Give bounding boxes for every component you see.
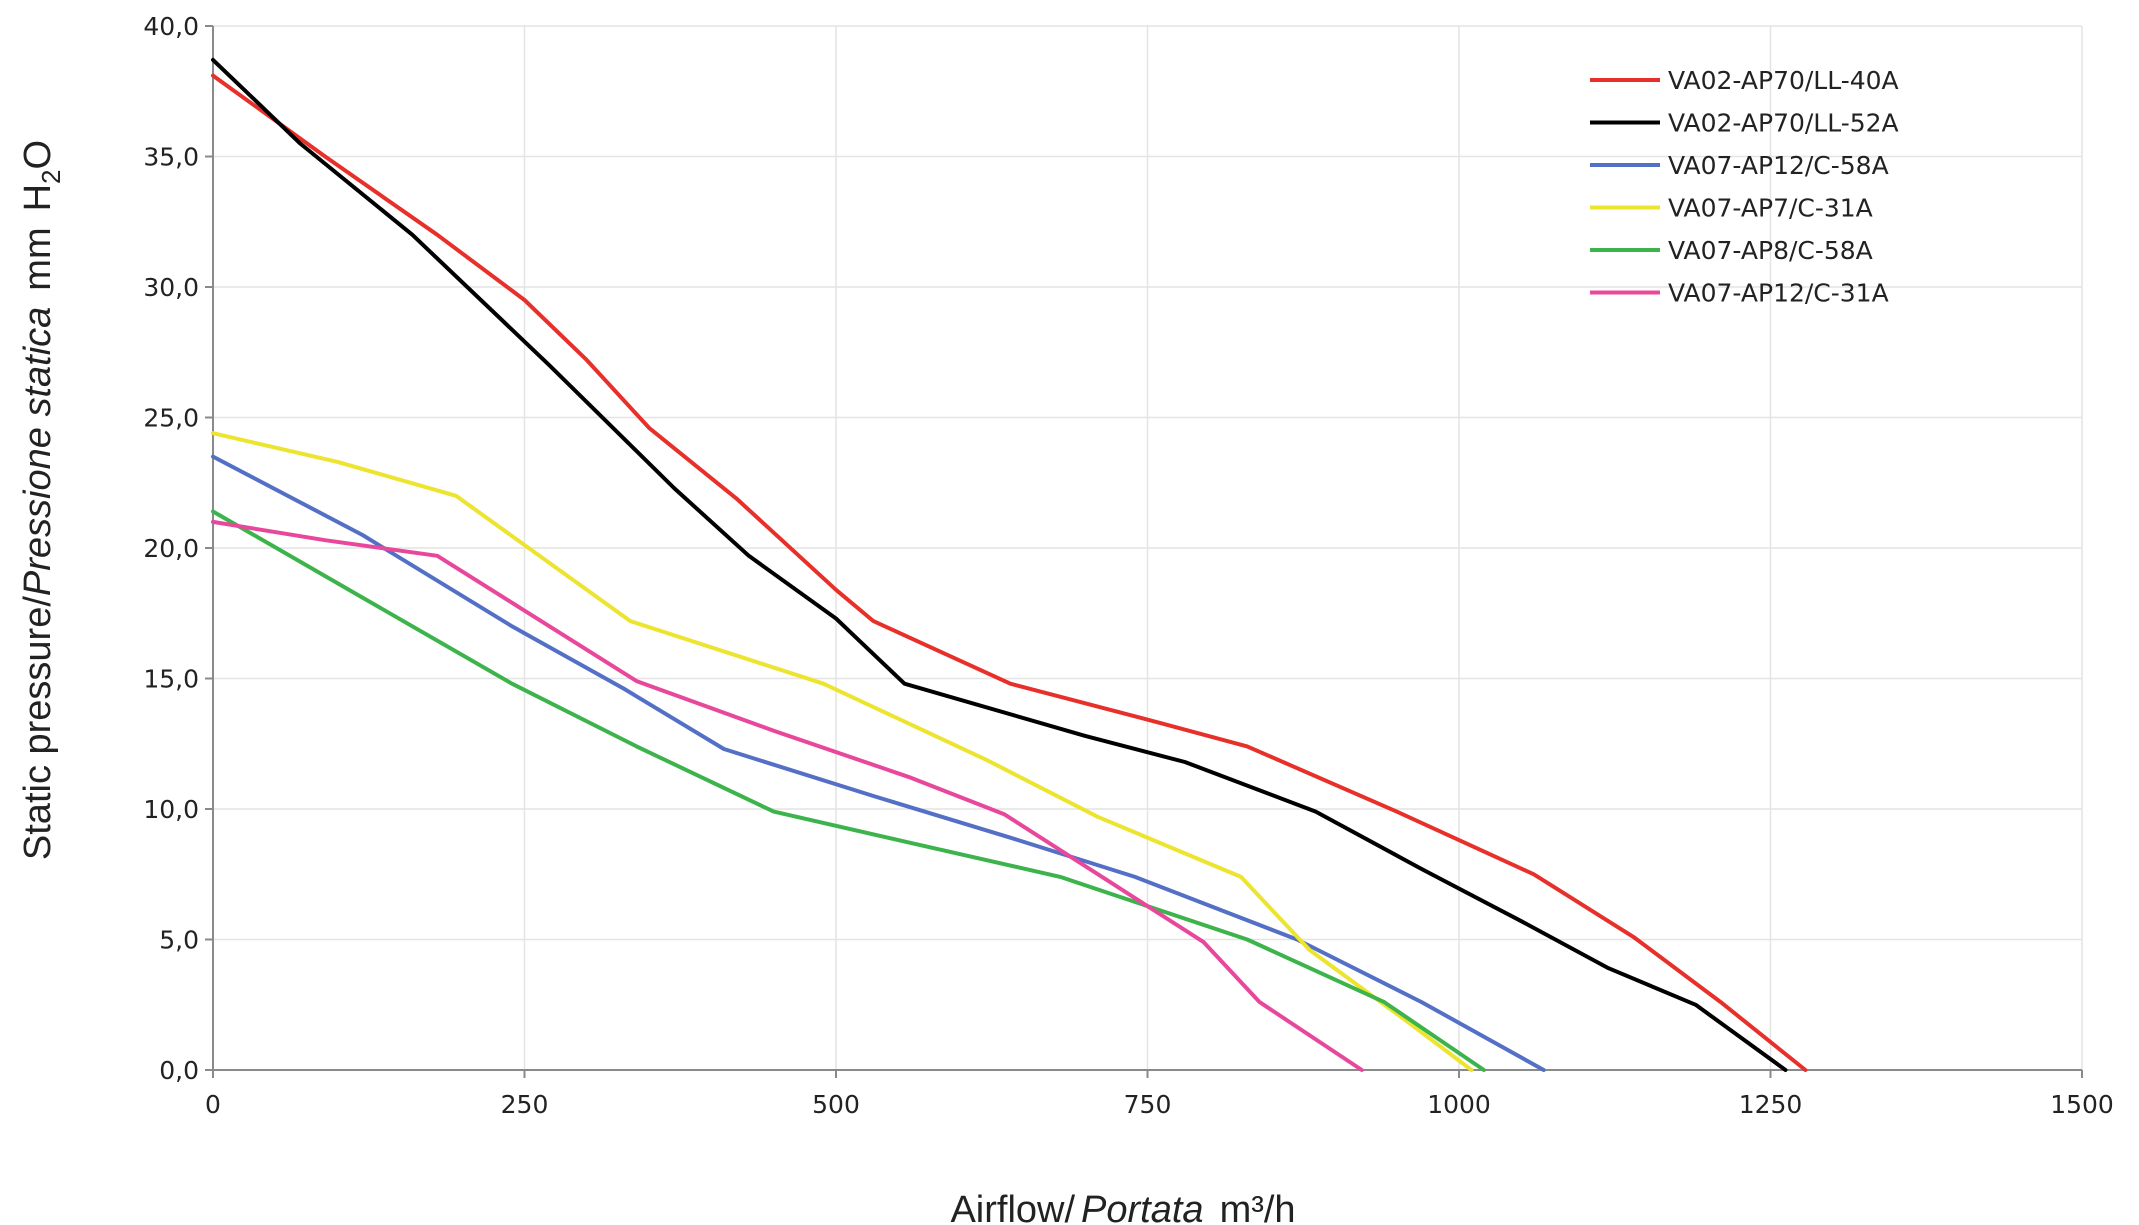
series-line-va07-ap7-c-31a: [211, 431, 1474, 1072]
series-line-va02-ap70-ll-52a: [211, 57, 1788, 1072]
x-tick-labels: 0 250 500 750 1000 1250 1500: [205, 1090, 2114, 1119]
legend: VA02-AP70/LL-40A VA02-AP70/LL-52A VA07-AP1…: [1590, 66, 1899, 308]
y-tick-label: 40,0: [143, 12, 199, 41]
series-line-va07-ap8-c-58a: [211, 509, 1486, 1072]
legend-label: VA02-AP70/LL-40A: [1668, 66, 1899, 95]
x-tick-label: 250: [501, 1090, 549, 1119]
y-tick-label: 5,0: [159, 926, 199, 955]
legend-label: VA07-AP12/C-58A: [1668, 151, 1889, 180]
x-tick-label: 1000: [1427, 1090, 1491, 1119]
series-lines: [211, 57, 1808, 1072]
y-tick-labels: 0,0 5,0 10,0 15,0 20,0 25,0 30,0 35,0 40,0: [143, 12, 199, 1085]
y-axis-title: Static pressure/Pressione staticammH2O: [17, 140, 66, 860]
x-tick-label: 750: [1124, 1090, 1172, 1119]
series-line-va07-ap12-c-31a: [211, 519, 1364, 1072]
legend-label: VA07-AP12/C-31A: [1668, 279, 1889, 308]
legend-label: VA07-AP8/C-58A: [1668, 236, 1873, 265]
y-tick-label: 20,0: [143, 534, 199, 563]
y-tick-label: 10,0: [143, 795, 199, 824]
axes: [205, 25, 2083, 1078]
y-tick-label: 30,0: [143, 273, 199, 302]
x-tick-label: 0: [205, 1090, 221, 1119]
x-tick-label: 1500: [2050, 1090, 2114, 1119]
series-line-va02-ap70-ll-40a: [211, 73, 1808, 1072]
y-tick-label: 25,0: [143, 404, 199, 433]
gridlines: [213, 25, 2083, 1070]
x-tick-label: 1250: [1739, 1090, 1803, 1119]
y-tick-label: 15,0: [143, 665, 199, 694]
legend-label: VA07-AP7/C-31A: [1668, 194, 1873, 223]
x-axis-title: Airflow/Portata m³/h: [950, 1189, 1295, 1225]
y-tick-label: 0,0: [159, 1056, 199, 1085]
y-tick-label: 35,0: [143, 143, 199, 172]
legend-label: VA02-AP70/LL-52A: [1668, 109, 1899, 138]
series-line-va07-ap12-c-58a: [211, 454, 1546, 1072]
x-tick-label: 500: [812, 1090, 860, 1119]
